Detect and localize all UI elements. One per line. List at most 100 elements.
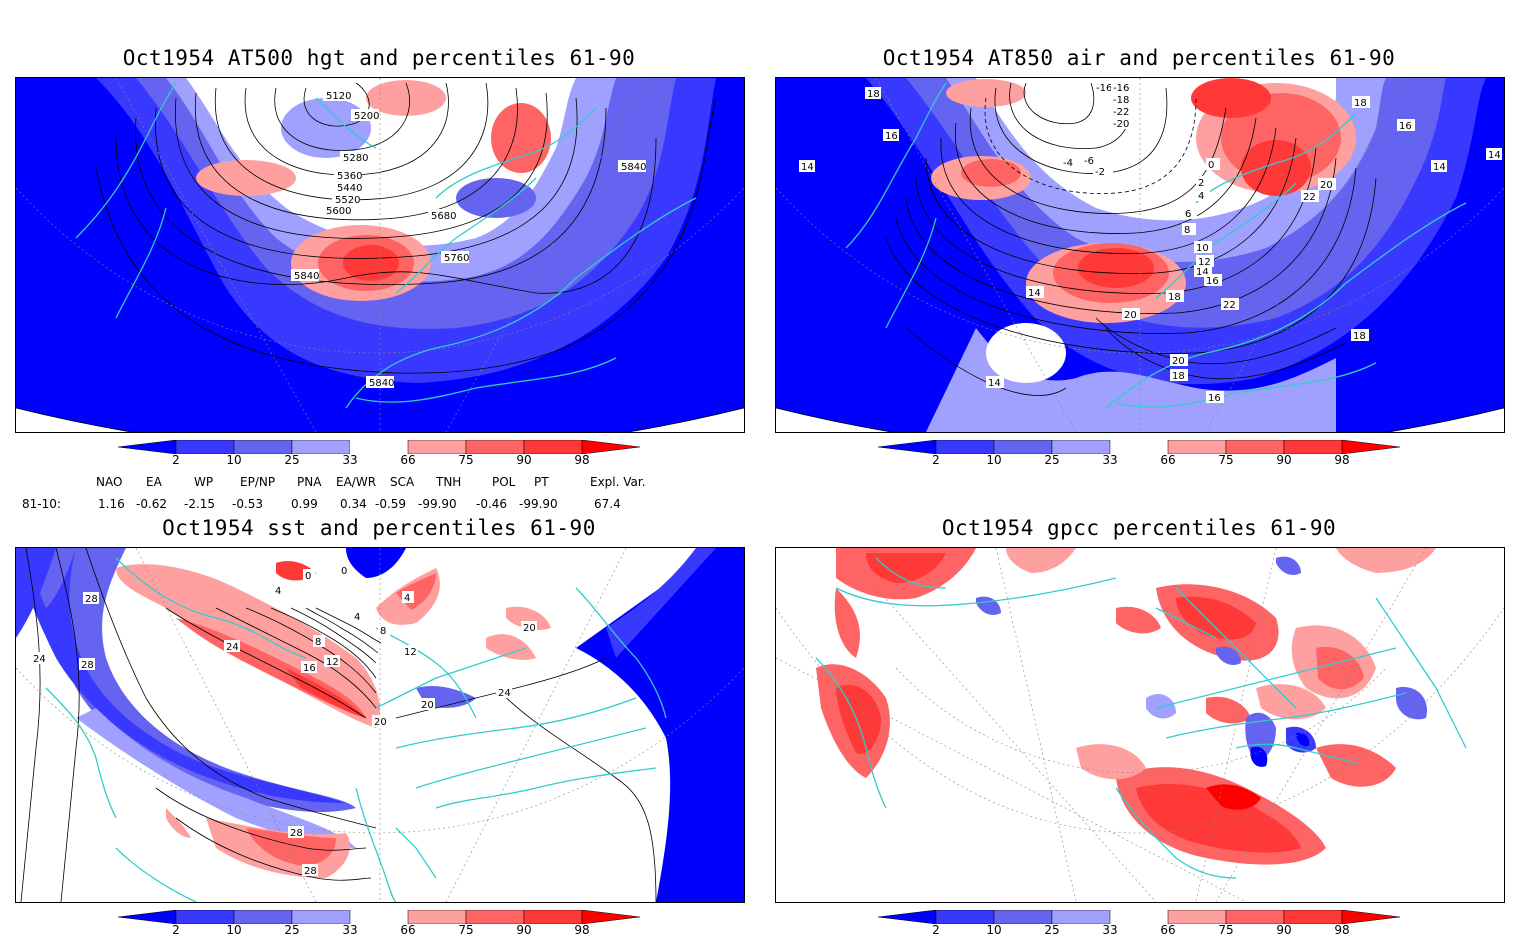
colorbar-top-left: 2 10 25 33 66 75 90 98 xyxy=(118,440,648,470)
map-gpcc xyxy=(775,547,1505,903)
index-value: 0.34 xyxy=(340,497,367,511)
svg-text:5360: 5360 xyxy=(337,171,362,182)
svg-text:-18: -18 xyxy=(1113,95,1129,106)
svg-text:5200: 5200 xyxy=(354,111,379,122)
svg-text:6: 6 xyxy=(1185,209,1191,220)
map-hgt500: 5120 5200 5280 5360 5440 5520 5600 5680 … xyxy=(15,77,745,433)
contour-labels-sst: 28 28 24 24 0 0 4 4 4 8 8 12 16 12 20 20… xyxy=(31,564,537,877)
index-value: -2.15 xyxy=(184,497,216,511)
svg-text:28: 28 xyxy=(304,866,317,877)
svg-text:4: 4 xyxy=(1198,191,1204,202)
index-header: POL xyxy=(492,475,516,489)
index-value: -0.46 xyxy=(476,497,508,511)
svg-text:5280: 5280 xyxy=(343,153,368,164)
svg-text:14: 14 xyxy=(1488,150,1501,161)
svg-text:-22: -22 xyxy=(1113,107,1129,118)
contour-labels-air850: 18 16 14 14 14 -16 -16 -18 -22 -20 -6 -4… xyxy=(799,81,1502,404)
svg-text:-4: -4 xyxy=(1063,158,1073,169)
svg-text:20: 20 xyxy=(374,717,387,728)
svg-text:4: 4 xyxy=(404,593,410,604)
index-header: Expl. Var. xyxy=(590,475,646,489)
svg-text:16: 16 xyxy=(1208,393,1221,404)
index-header: PT xyxy=(534,475,549,489)
svg-text:16: 16 xyxy=(885,131,898,142)
index-value: 67.4 xyxy=(594,497,621,511)
contour-labels-hgt500: 5120 5200 5280 5360 5440 5520 5600 5680 … xyxy=(291,89,646,389)
colorbar-top-right: 2 10 25 33 66 75 90 98 xyxy=(878,440,1408,470)
svg-text:5600: 5600 xyxy=(326,206,351,217)
index-header: NAO xyxy=(96,475,123,489)
svg-text:5680: 5680 xyxy=(431,211,456,222)
index-value: -99.90 xyxy=(418,497,457,511)
svg-text:24: 24 xyxy=(33,654,46,665)
index-header: TNH xyxy=(436,475,462,489)
svg-text:-6: -6 xyxy=(1084,156,1094,167)
svg-text:16: 16 xyxy=(1399,121,1412,132)
svg-text:-16: -16 xyxy=(1113,83,1129,94)
teleconnection-indices: NAO EA WP EP/NP PNA EA/WR SCA TNH POL PT… xyxy=(0,475,760,515)
svg-text:4: 4 xyxy=(354,612,360,623)
svg-text:12: 12 xyxy=(404,647,417,658)
index-header: WP xyxy=(194,475,214,489)
svg-text:18: 18 xyxy=(1168,292,1181,303)
svg-text:20: 20 xyxy=(421,700,434,711)
svg-text:28: 28 xyxy=(290,828,303,839)
svg-text:12: 12 xyxy=(1198,257,1211,268)
svg-text:22: 22 xyxy=(1303,192,1316,203)
svg-text:14: 14 xyxy=(1196,267,1209,278)
svg-text:24: 24 xyxy=(498,688,511,699)
index-header: EA/WR xyxy=(336,475,377,489)
svg-text:5760: 5760 xyxy=(444,253,469,264)
svg-text:18: 18 xyxy=(1172,371,1185,382)
svg-text:5840: 5840 xyxy=(294,271,319,282)
index-value: -0.59 xyxy=(375,497,407,511)
index-header: SCA xyxy=(390,475,415,489)
svg-text:-20: -20 xyxy=(1113,119,1129,130)
svg-text:18: 18 xyxy=(1354,98,1367,109)
svg-text:5440: 5440 xyxy=(337,183,362,194)
panel-title-gpcc: Oct1954 gpcc percentiles 61-90 xyxy=(941,516,1337,540)
index-value: -99.90 xyxy=(519,497,558,511)
svg-text:20: 20 xyxy=(523,623,536,634)
svg-text:4: 4 xyxy=(275,586,281,597)
svg-text:28: 28 xyxy=(81,660,94,671)
svg-text:10: 10 xyxy=(1196,243,1209,254)
svg-text:0: 0 xyxy=(1208,160,1214,171)
svg-text:16: 16 xyxy=(1206,276,1219,287)
index-header: EP/NP xyxy=(240,475,276,489)
svg-text:16: 16 xyxy=(303,663,316,674)
svg-text:12: 12 xyxy=(326,657,339,668)
map-sst: 28 28 24 24 0 0 4 4 4 8 8 12 16 12 20 20… xyxy=(15,547,745,903)
index-header: EA xyxy=(146,475,162,489)
index-value: 1.16 xyxy=(98,497,125,511)
svg-text:8: 8 xyxy=(380,626,386,637)
colorbar-bottom-left: 2 10 25 33 66 75 90 98 xyxy=(118,910,648,940)
svg-text:18: 18 xyxy=(1353,331,1366,342)
index-value: 0.99 xyxy=(291,497,318,511)
svg-text:20: 20 xyxy=(1124,310,1137,321)
index-row-label: 81-10: xyxy=(22,497,61,511)
svg-text:0: 0 xyxy=(341,566,347,577)
svg-text:5520: 5520 xyxy=(335,195,360,206)
svg-text:0: 0 xyxy=(305,571,311,582)
svg-text:8: 8 xyxy=(1184,225,1190,236)
svg-text:14: 14 xyxy=(801,162,814,173)
panel-title-air850: Oct1954 AT850 air and percentiles 61-90 xyxy=(882,46,1396,70)
svg-text:24: 24 xyxy=(226,642,239,653)
svg-text:8: 8 xyxy=(315,637,321,648)
svg-text:14: 14 xyxy=(988,378,1001,389)
panel-title-hgt500: Oct1954 AT500 hgt and percentiles 61-90 xyxy=(122,46,636,70)
index-value: -0.62 xyxy=(136,497,168,511)
svg-text:14: 14 xyxy=(1433,162,1446,173)
colorbar-bottom-right: 2 10 25 33 66 75 90 98 xyxy=(878,910,1408,940)
svg-text:5840: 5840 xyxy=(621,162,646,173)
map-air850: 18 16 14 14 14 -16 -16 -18 -22 -20 -6 -4… xyxy=(775,77,1505,433)
svg-text:5840: 5840 xyxy=(369,378,394,389)
svg-text:-16: -16 xyxy=(1096,83,1112,94)
svg-text:18: 18 xyxy=(867,89,880,100)
svg-text:20: 20 xyxy=(1172,356,1185,367)
svg-text:2: 2 xyxy=(1198,178,1204,189)
index-header: PNA xyxy=(297,475,322,489)
svg-text:22: 22 xyxy=(1223,300,1236,311)
panel-title-sst: Oct1954 sst and percentiles 61-90 xyxy=(162,516,596,540)
